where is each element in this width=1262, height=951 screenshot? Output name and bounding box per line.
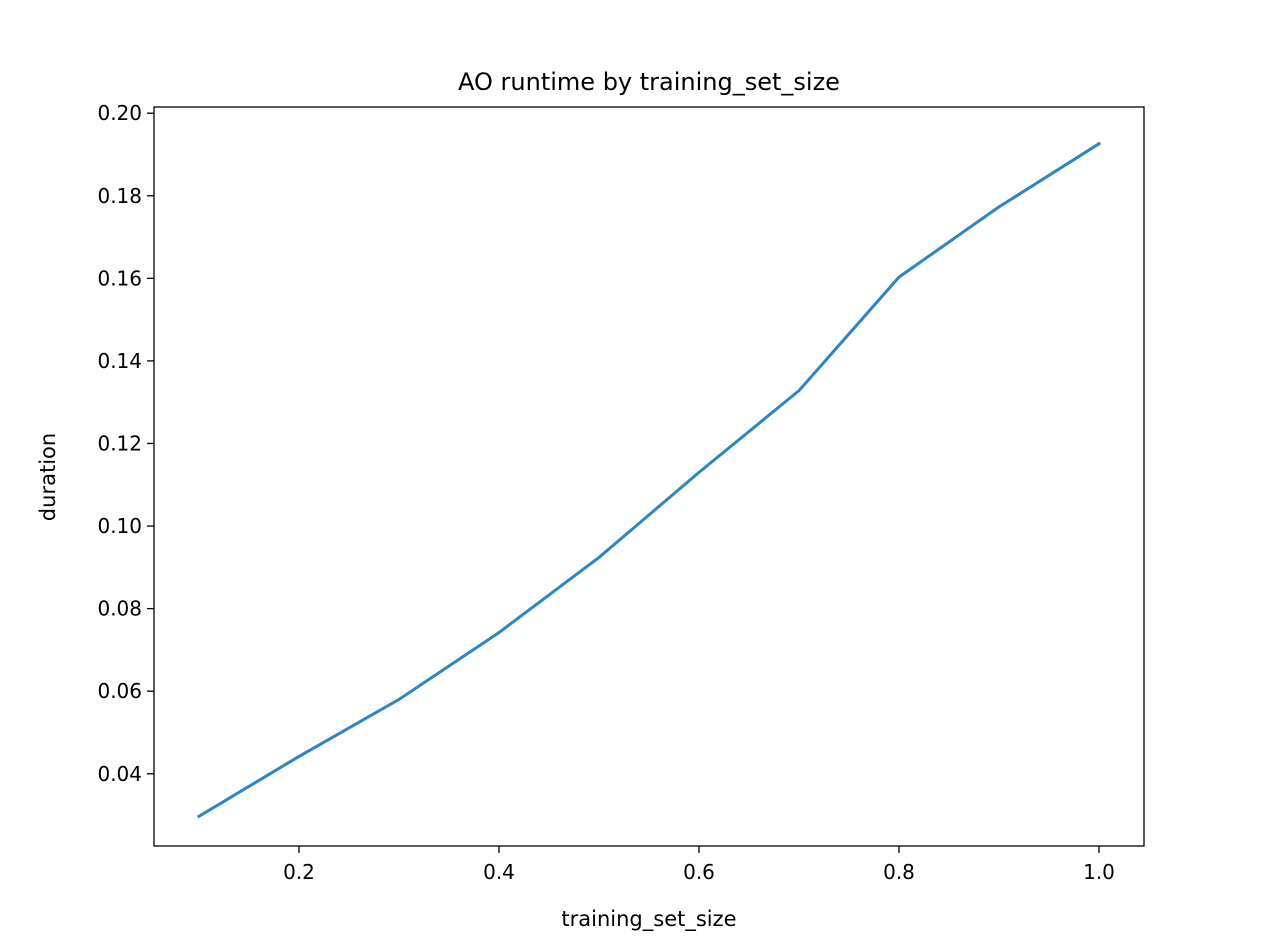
x-tick-label: 0.8	[883, 860, 915, 884]
y-tick-label: 0.20	[97, 101, 142, 125]
x-axis-ticks: 0.2 0.4 0.6 0.8 1.0	[283, 846, 1115, 884]
x-tick-label: 0.4	[483, 860, 515, 884]
series-line-0	[196, 141, 1102, 819]
y-tick-label: 0.16	[97, 266, 142, 290]
y-tick-label: 0.10	[97, 514, 142, 538]
y-tick-label: 0.06	[97, 679, 142, 703]
y-tick-label: 0.18	[97, 184, 142, 208]
y-tick-label: 0.04	[97, 762, 142, 786]
y-axis-label: duration	[36, 433, 60, 521]
y-tick-label: 0.12	[97, 431, 142, 455]
y-axis-ticks: 0.04 0.06 0.08 0.10 0.12 0.14 0.16 0.18 0.20	[97, 101, 154, 786]
series-layer	[196, 141, 1102, 819]
x-tick-label: 1.0	[1083, 860, 1115, 884]
x-tick-label: 0.6	[683, 860, 715, 884]
plot-area-frame	[153, 106, 1145, 847]
y-tick-label: 0.14	[97, 349, 142, 373]
y-tick-label: 0.08	[97, 597, 142, 621]
chart-title: AO runtime by training_set_size	[458, 68, 840, 96]
x-axis-label: training_set_size	[561, 907, 736, 932]
x-tick-label: 0.2	[283, 860, 315, 884]
